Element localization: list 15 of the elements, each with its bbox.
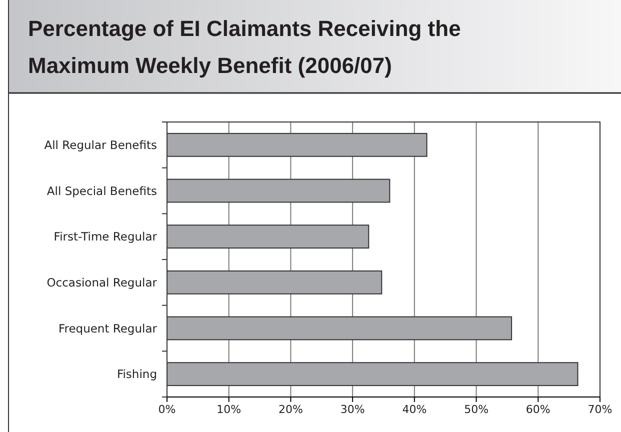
y-tick-label: Frequent Regular xyxy=(58,321,158,336)
x-tick-label: 40% xyxy=(402,402,427,416)
y-tick-label: All Regular Benefits xyxy=(44,138,158,152)
x-tick-label: 20% xyxy=(278,402,303,416)
x-tick-label: 0% xyxy=(158,402,176,416)
chart-title: Percentage of EI Claimants Receiving the Maximum Weekly Benefit (2006/07) xyxy=(28,16,461,78)
y-tick-label: Fishing xyxy=(116,367,157,382)
y-tick-label: First-Time Regular xyxy=(54,230,158,244)
x-tick-label: 30% xyxy=(340,402,365,416)
y-tick-label: Occasional Regular xyxy=(46,275,158,290)
x-tick-label: 10% xyxy=(216,402,242,416)
x-tick-label: 60% xyxy=(526,402,550,416)
x-tick-label: 50% xyxy=(464,402,489,416)
x-tick-label: 70% xyxy=(588,402,612,416)
y-tick-label: All Special Benefits xyxy=(46,184,158,198)
